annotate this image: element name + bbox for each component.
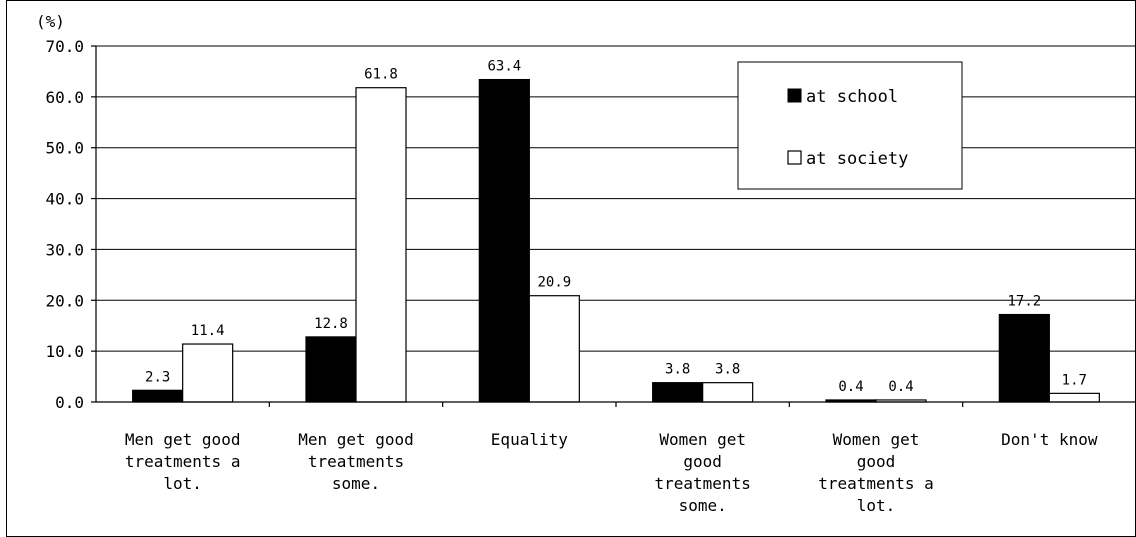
bar-at-society	[528, 295, 580, 403]
data-label: 11.4	[191, 323, 225, 339]
y-tick-label: 20.0	[45, 291, 84, 310]
legend-label-at-school: at school	[806, 87, 898, 107]
data-label: 0.4	[888, 379, 913, 395]
data-label: 3.8	[715, 362, 740, 378]
data-label: 2.3	[145, 369, 170, 385]
data-labels: 2.3 11.4 12.8 61.8 63.4 20.9 3.8 3.8 0.4 0.4 17.2 1…	[145, 59, 1087, 395]
category-label: Women get good treatments some.	[655, 430, 751, 515]
category-label: Equality	[491, 430, 568, 449]
category-label: Don't know	[1001, 430, 1098, 449]
y-tick-label: 70.0	[45, 37, 84, 56]
category-label: Men get good treatments some.	[298, 430, 414, 493]
data-label: 20.9	[537, 275, 571, 291]
category-label: Women get good treatments a lot.	[818, 430, 934, 515]
bar-at-society	[355, 87, 407, 403]
bars	[132, 78, 1100, 403]
data-label: 1.7	[1062, 372, 1087, 388]
bar-at-school	[132, 389, 184, 403]
bar-at-school	[652, 382, 704, 403]
bar-at-society	[702, 382, 754, 403]
x-axis-categories: Men get good treatments a lot. Men get good…	[125, 402, 1136, 515]
data-label: 63.4	[487, 59, 521, 75]
legend-box	[737, 61, 963, 190]
data-label: 3.8	[665, 362, 690, 378]
category-label: Men get good treatments a lot.	[125, 430, 241, 493]
bar-at-school	[478, 78, 530, 403]
y-tick-label: 10.0	[45, 342, 84, 361]
y-axis-ticks: 0.0 10.0 20.0 30.0 40.0 50.0 60.0 70.0	[45, 37, 96, 412]
data-label: 12.8	[314, 316, 348, 332]
gridlines	[96, 45, 1136, 352]
data-label: 0.4	[838, 379, 863, 395]
legend: at school at society	[737, 61, 963, 190]
data-label: 61.8	[364, 67, 398, 83]
bar-at-school	[305, 336, 357, 403]
y-tick-label: 0.0	[55, 393, 84, 412]
y-tick-label: 50.0	[45, 139, 84, 158]
y-tick-label: 40.0	[45, 190, 84, 209]
y-tick-label: 30.0	[45, 240, 84, 259]
y-tick-label: 60.0	[45, 88, 84, 107]
legend-swatch-at-school	[787, 88, 802, 103]
bar-at-society	[1048, 392, 1100, 403]
data-label: 17.2	[1007, 294, 1041, 310]
bar-at-society	[182, 343, 234, 403]
legend-label-at-society: at society	[806, 149, 908, 169]
y-unit-label: (%)	[36, 12, 65, 31]
legend-swatch-at-society	[787, 150, 802, 165]
bar-at-school	[998, 313, 1050, 403]
